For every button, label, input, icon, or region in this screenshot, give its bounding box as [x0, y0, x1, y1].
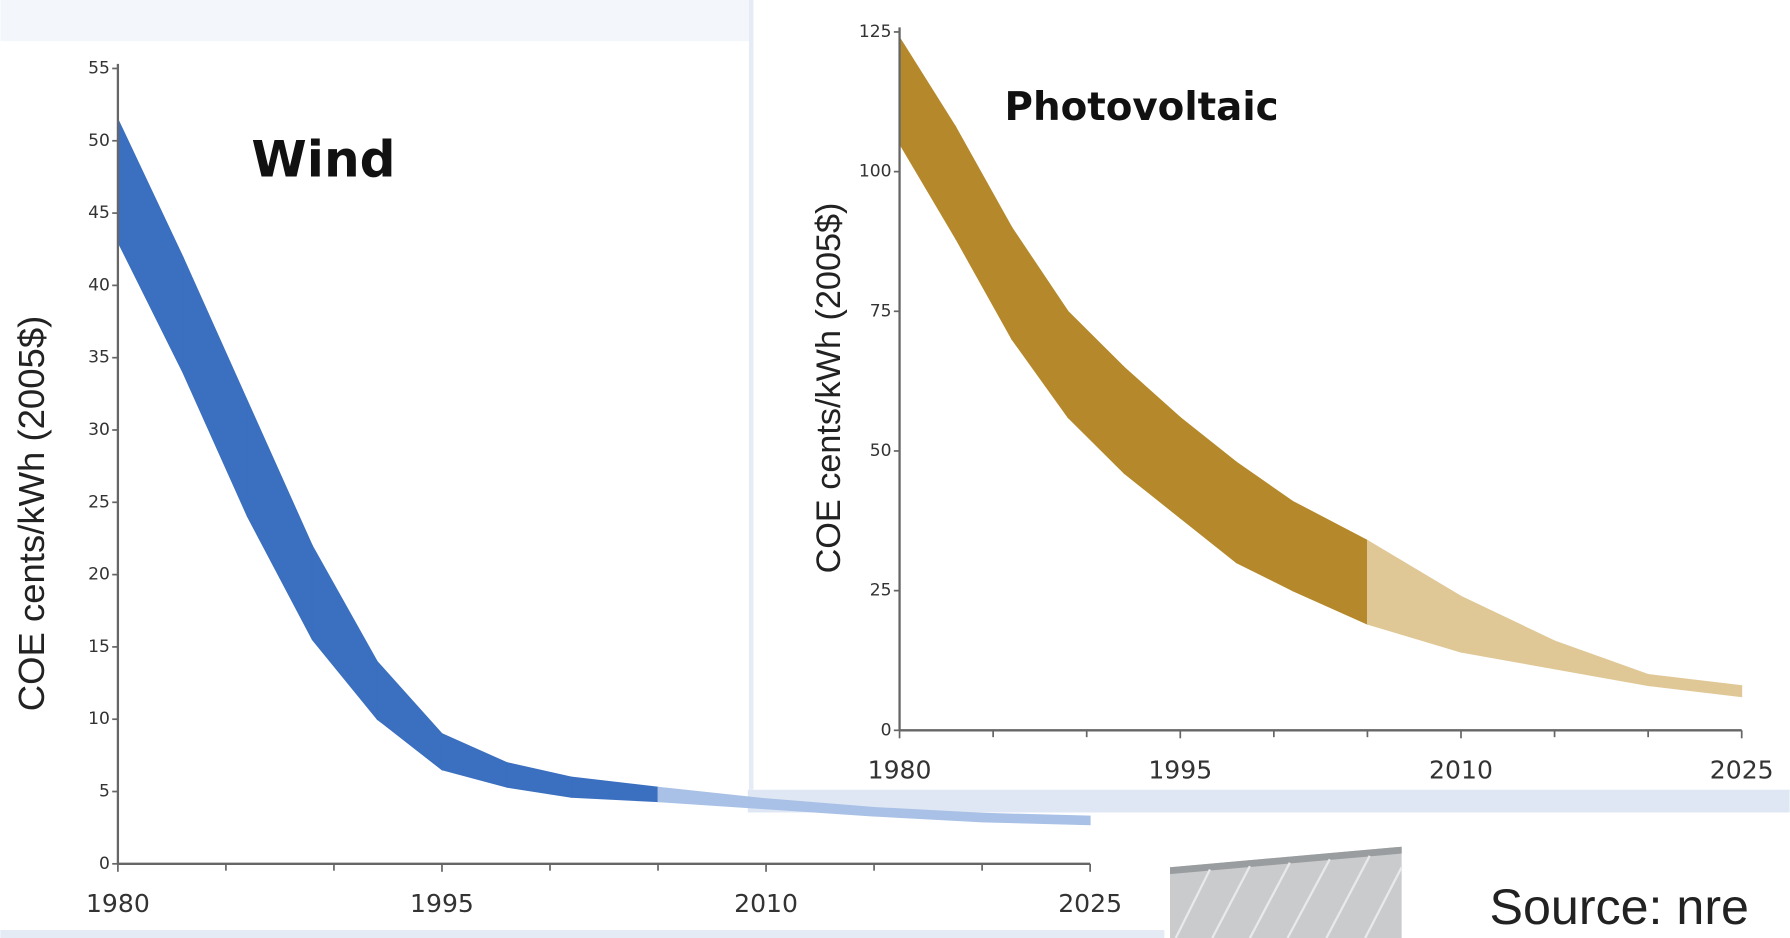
band-segment [1647, 673, 1743, 698]
x-tick-label: 2025 [1058, 889, 1122, 918]
y-tick-label: 30 [88, 420, 110, 440]
y-tick-label: 55 [88, 58, 110, 78]
band-segment [981, 812, 1091, 826]
y-tick-label: 10 [88, 709, 110, 729]
x-tick-label: 2010 [1429, 755, 1493, 784]
y-tick-label: 0 [881, 720, 892, 740]
y-tick-label: 15 [88, 637, 110, 657]
y-tick-label: 40 [88, 275, 110, 295]
y-tick-label: 125 [859, 22, 892, 42]
y-tick-label: 50 [870, 441, 892, 461]
y-tick-label: 100 [859, 162, 892, 182]
top-strip [0, 0, 754, 42]
y-tick-label: 35 [88, 348, 110, 368]
y-axis-label: COE cents/kWh (2005$) [11, 316, 52, 712]
panel-edge [747, 789, 1790, 813]
chart-title: Photovoltaic [1005, 85, 1279, 130]
x-tick-label: 1995 [410, 889, 474, 918]
x-tick-label: 1980 [868, 755, 932, 784]
chart-title: Wind [251, 130, 395, 189]
y-tick-label: 75 [870, 301, 892, 321]
x-tick-label: 2010 [734, 889, 798, 918]
y-tick-label: 0 [99, 854, 110, 874]
y-tick-label: 25 [88, 492, 110, 512]
y-axis-label: COE cents/kWh (2005$) [810, 203, 848, 574]
solar-panel-image [1170, 846, 1403, 938]
x-tick-label: 2025 [1710, 755, 1774, 784]
y-tick-label: 20 [88, 565, 110, 585]
x-tick-label: 1980 [86, 889, 150, 918]
pv-chart: Photovoltaic COE cents/kWh (2005$) 0 25 50 75… [810, 22, 1774, 784]
source-text: Source: nre [1490, 879, 1749, 935]
x-tick-label: 1995 [1148, 755, 1212, 784]
y-tick-label: 5 [99, 782, 110, 802]
y-tick-label: 50 [88, 131, 110, 151]
bottom-strip [0, 930, 1165, 938]
y-tick-label: 45 [88, 203, 110, 223]
y-tick-label: 25 [870, 581, 892, 601]
